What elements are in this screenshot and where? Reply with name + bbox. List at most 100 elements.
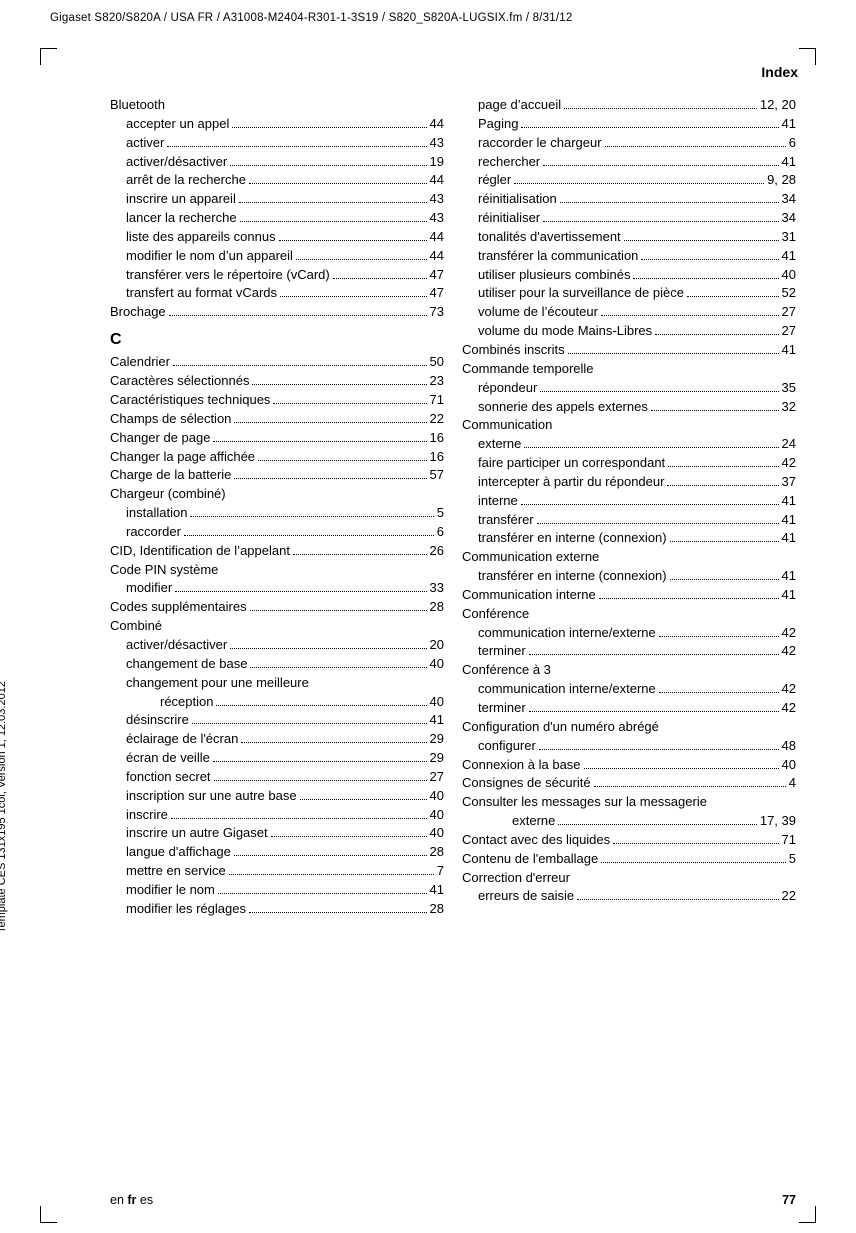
index-entry: activer/désactiver 20 (110, 636, 444, 655)
index-entry: raccorder le chargeur6 (462, 134, 796, 153)
leader-dots (667, 476, 778, 485)
index-entry: modifier les réglages28 (110, 900, 444, 919)
leader-dots (602, 553, 793, 561)
footer-lang-pre: en (110, 1193, 127, 1207)
index-entry: sonnerie des appels externes32 (462, 398, 796, 417)
index-entry-label: Communication (462, 416, 552, 435)
index-entry-label: Conférence à 3 (462, 661, 551, 680)
leader-dots (190, 508, 433, 517)
index-entry-label: externe (462, 435, 521, 454)
index-entry: réinitialiser34 (462, 209, 796, 228)
leader-dots (540, 382, 778, 391)
index-entry-label: intercepter à partir du répondeur (462, 473, 664, 492)
index-entry: inscrire un autre Gigaset40 (110, 824, 444, 843)
index-entry: page d’accueil12, 20 (462, 96, 796, 115)
index-entry-page: 27 (782, 322, 796, 341)
index-entry-label: Correction d'erreur (462, 869, 570, 888)
index-entry: transfert au format vCards47 (110, 284, 444, 303)
leader-dots (175, 583, 426, 592)
index-entry-page: 29 (430, 730, 444, 749)
index-entry-page: 28 (430, 598, 444, 617)
index-entry: Brochage73 (110, 303, 444, 322)
index-entry-page: 41 (782, 529, 796, 548)
index-entry: volume de l’écouteur27 (462, 303, 796, 322)
leader-dots (279, 231, 427, 240)
index-entry: Configuration d'un numéro abrégé (462, 718, 796, 737)
index-entry-page: 41 (782, 247, 796, 266)
section-title: Index (50, 64, 806, 80)
crop-mark-top-right (799, 48, 816, 65)
index-entry-label: modifier les réglages (110, 900, 246, 919)
leader-dots (213, 432, 426, 441)
index-entry: terminer42 (462, 699, 796, 718)
index-entry-page: 52 (782, 284, 796, 303)
index-entry-label: Commande temporelle (462, 360, 594, 379)
index-entry-page: 42 (782, 454, 796, 473)
index-entry: désinscrire41 (110, 711, 444, 730)
index-entry-page: 22 (430, 410, 444, 429)
index-entry-page: 32 (782, 398, 796, 417)
index-entry: éclairage de l'écran29 (110, 730, 444, 749)
leader-dots (250, 658, 426, 667)
index-entry-page: 20 (430, 636, 444, 655)
leader-dots (300, 790, 427, 799)
leader-dots (252, 376, 426, 385)
leader-dots (597, 364, 793, 372)
index-entry-label: Configuration d'un numéro abrégé (462, 718, 659, 737)
leader-dots (670, 533, 779, 542)
index-entry-label: modifier (110, 579, 172, 598)
index-entry-label: faire participer un correspondant (462, 454, 665, 473)
index-entry: utiliser plusieurs combinés40 (462, 266, 796, 285)
index-entry: arrêt de la recherche44 (110, 171, 444, 190)
index-entry-label: réinitialiser (462, 209, 540, 228)
index-entry: installation5 (110, 504, 444, 523)
index-entry: modifier le nom41 (110, 881, 444, 900)
index-entry-label: Consulter les messages sur la messagerie (462, 793, 707, 812)
crop-mark-top-left (40, 48, 57, 65)
index-entry-page: 44 (430, 171, 444, 190)
leader-dots (167, 137, 426, 146)
index-entry: Chargeur (combiné) (110, 485, 444, 504)
leader-dots (670, 571, 779, 580)
index-entry: transférer en interne (connexion)41 (462, 529, 796, 548)
leader-dots (229, 490, 441, 498)
index-entry: Conférence à 3 (462, 661, 796, 680)
index-entry-label: Combinés inscrits (462, 341, 565, 360)
index-entry-label: transférer (462, 511, 534, 530)
index-entry-label: Changer la page affichée (110, 448, 255, 467)
index-entry: répondeur35 (462, 379, 796, 398)
index-entry: configurer48 (462, 737, 796, 756)
index-entry: Contact avec des liquides71 (462, 831, 796, 850)
index-entry-page: 41 (782, 586, 796, 605)
leader-dots (539, 740, 779, 749)
index-entry: transférer en interne (connexion)41 (462, 567, 796, 586)
index-entry-page: 42 (782, 680, 796, 699)
index-entry-page: 22 (782, 887, 796, 906)
leader-dots (234, 847, 427, 856)
index-entry: Combiné (110, 617, 444, 636)
footer-lang-post: es (136, 1193, 153, 1207)
leader-dots (258, 451, 426, 460)
crop-mark-bottom-left (40, 1206, 57, 1223)
leader-dots (171, 809, 427, 818)
leader-dots (687, 288, 779, 297)
index-entry-label: mettre en service (110, 862, 226, 881)
index-entry: Combinés inscrits41 (462, 341, 796, 360)
leader-dots (601, 853, 786, 862)
index-entry-label: activer/désactiver (110, 636, 227, 655)
leader-dots (230, 640, 426, 649)
index-entry: tonalités d'avertissement31 (462, 228, 796, 247)
leader-dots (232, 118, 426, 127)
index-entry: Caractéristiques techniques71 (110, 391, 444, 410)
index-entry-label: volume de l’écouteur (462, 303, 598, 322)
index-entry-label: Combiné (110, 617, 162, 636)
index-entry: externe24 (462, 435, 796, 454)
index-entry-label: réinitialisation (462, 190, 557, 209)
leader-dots (216, 696, 426, 705)
index-entry-label: changement pour une meilleure (110, 674, 309, 693)
leader-dots (234, 413, 426, 422)
index-entry-page: 7 (437, 862, 444, 881)
page-footer: en fr es 77 (110, 1193, 796, 1207)
index-entry-label: Brochage (110, 303, 166, 322)
leader-dots (662, 722, 793, 730)
